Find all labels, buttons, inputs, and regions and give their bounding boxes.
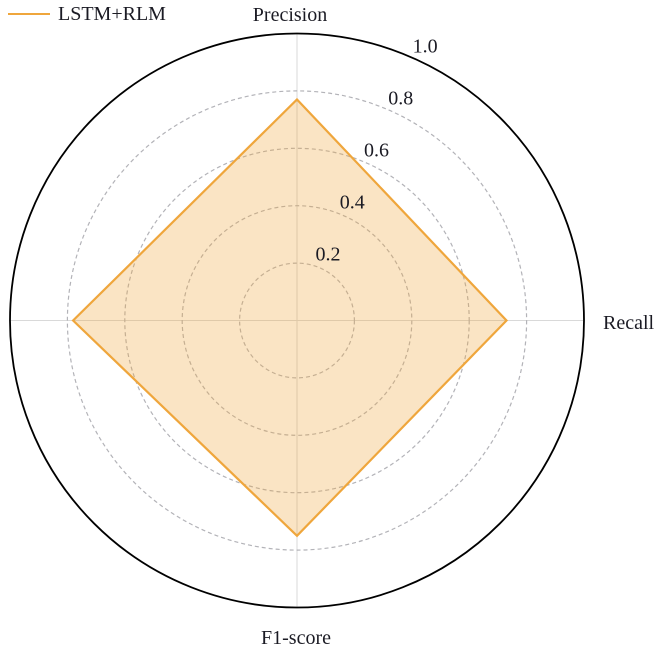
radial-tick-label-0.4: 0.4 <box>340 192 365 214</box>
grid-circle-0.4 <box>181 205 413 436</box>
legend-line-swatch <box>8 12 50 16</box>
radial-tick-label-0.6: 0.6 <box>364 139 389 161</box>
series-polygon-lstm-rlm <box>71 97 509 538</box>
radial-tick-label-0.2: 0.2 <box>316 244 341 266</box>
outer-circle <box>9 32 585 609</box>
radial-tick-label-0.8: 0.8 <box>388 87 413 109</box>
axis-label-recall: Recall <box>603 312 655 334</box>
radial-tick-label-1.0: 1.0 <box>413 35 438 57</box>
grid-circle-0.8 <box>66 90 528 551</box>
axis-label-precision: Precision <box>253 4 327 26</box>
grid-circle-0.6 <box>124 147 470 494</box>
legend: LSTM+RLM <box>8 4 166 24</box>
axis-label-f1-score: F1-score <box>261 627 331 649</box>
legend-label: LSTM+RLM <box>58 3 166 25</box>
grid-circle-0.2 <box>239 262 356 379</box>
